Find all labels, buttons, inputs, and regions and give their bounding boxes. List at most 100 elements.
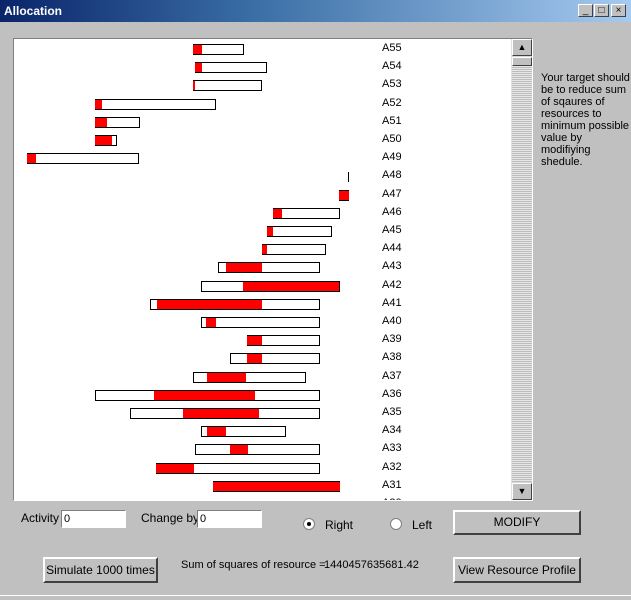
left-radio[interactable] — [390, 518, 402, 530]
activity-bar[interactable] — [213, 480, 340, 492]
sum-value: 1440457635681.42 — [324, 559, 419, 571]
activity-progress — [339, 190, 349, 200]
modify-button[interactable]: MODIFY — [453, 510, 581, 535]
activity-progress — [207, 427, 226, 437]
view-resource-profile-button[interactable]: View Resource Profile — [453, 557, 581, 583]
activity-label: A53 — [382, 78, 402, 91]
activity-label: A54 — [382, 60, 402, 73]
change-by-input[interactable] — [197, 510, 262, 528]
activity-bar[interactable] — [201, 317, 320, 328]
right-radio[interactable] — [303, 518, 315, 530]
activity-progress — [157, 299, 262, 309]
instruction-note: Your target should be to reduce sum of s… — [541, 72, 630, 168]
activity-bar[interactable] — [230, 353, 320, 365]
activity-progress — [193, 45, 202, 54]
activity-progress — [95, 136, 112, 145]
activity-label: A33 — [382, 442, 402, 455]
activity-progress — [247, 354, 262, 364]
activity-label: A51 — [382, 114, 402, 127]
activity-label: A50 — [382, 133, 402, 145]
activity-bar[interactable] — [193, 80, 262, 92]
scroll-down-icon[interactable]: ▼ — [512, 483, 532, 500]
activity-progress — [206, 318, 216, 327]
activity-progress — [193, 81, 195, 91]
activity-progress — [213, 481, 340, 491]
activity-label: A52 — [382, 96, 402, 109]
activity-label: A45 — [382, 224, 402, 236]
activity-bar[interactable] — [95, 116, 140, 128]
activity-label: A55 — [382, 42, 402, 54]
gantt-chart: A55 A54 A53 A52 A51 A50 A49 A48 A47 A46 A45 A44 A43 A… — [14, 39, 510, 500]
activity-label: A40 — [382, 315, 402, 327]
activity-progress — [156, 463, 194, 473]
activity-label: A30 — [382, 497, 402, 500]
activity-bar[interactable] — [193, 44, 244, 55]
activity-bar[interactable] — [193, 371, 306, 383]
activity-label: A42 — [382, 278, 402, 291]
scroll-thumb[interactable] — [512, 57, 532, 66]
activity-label: A48 — [382, 169, 402, 182]
activity-progress — [243, 281, 339, 291]
activity-label: A47 — [382, 187, 402, 200]
activity-bar[interactable] — [95, 389, 320, 401]
activity-bar[interactable] — [130, 408, 320, 419]
activity-progress — [226, 263, 262, 273]
activity-bar[interactable] — [201, 280, 340, 292]
activity-progress — [273, 208, 282, 218]
activity-progress — [207, 372, 246, 382]
activity-marker — [348, 172, 349, 183]
activity-bar[interactable] — [218, 262, 320, 274]
window-title: Allocation — [4, 4, 63, 18]
activity-bar[interactable] — [195, 444, 320, 456]
activity-bar[interactable] — [156, 462, 320, 474]
vertical-scrollbar[interactable]: ▲ ▼ — [511, 39, 532, 500]
activity-progress — [262, 245, 267, 255]
activity-progress — [267, 227, 273, 236]
scroll-up-icon[interactable]: ▲ — [512, 39, 532, 56]
activity-label: A39 — [382, 333, 402, 346]
activity-progress — [95, 117, 107, 127]
activity-bar[interactable] — [247, 335, 320, 347]
close-button[interactable]: × — [611, 4, 626, 17]
activity-label: A34 — [382, 424, 402, 437]
activity-bar[interactable] — [339, 189, 349, 201]
activity-label: A44 — [382, 242, 402, 255]
activity-input[interactable] — [61, 510, 126, 528]
minimize-button[interactable]: _ — [578, 4, 593, 17]
activity-progress — [183, 409, 259, 418]
activity-label: A49 — [382, 151, 402, 164]
gantt-panel: A55 A54 A53 A52 A51 A50 A49 A48 A47 A46 A45 A44 A43 A… — [13, 38, 533, 501]
activity-label: A32 — [382, 460, 402, 473]
activity-bar[interactable] — [273, 207, 340, 219]
activity-bar[interactable] — [195, 62, 267, 74]
right-label: Right — [325, 518, 354, 532]
status-strip — [0, 595, 631, 600]
change-by-label: Change by — [141, 511, 200, 525]
activity-label: A43 — [382, 260, 402, 273]
radio-selected-dot — [307, 522, 311, 526]
activity-label: A41 — [382, 296, 402, 309]
activity-bar[interactable] — [201, 426, 286, 438]
activity-progress — [247, 336, 262, 346]
activity-label: A36 — [382, 387, 402, 400]
activity-progress — [154, 390, 255, 400]
left-label: Left — [412, 518, 433, 532]
title-bar: Allocation _ □ × — [0, 0, 631, 22]
simulate-button[interactable]: Simulate 1000 times — [43, 557, 158, 583]
activity-label: A35 — [382, 406, 402, 418]
activity-bar[interactable] — [27, 153, 139, 165]
activity-progress — [27, 154, 36, 164]
activity-bar[interactable] — [150, 298, 320, 310]
activity-bar[interactable] — [95, 98, 216, 110]
activity-label: A46 — [382, 205, 402, 218]
maximize-button[interactable]: □ — [594, 4, 609, 17]
sum-label: Sum of squares of resource = — [181, 559, 326, 571]
scroll-track[interactable] — [512, 57, 532, 482]
activity-bar[interactable] — [267, 226, 332, 237]
activity-progress — [95, 99, 102, 109]
activity-bar[interactable] — [262, 244, 326, 256]
activity-bar[interactable] — [95, 135, 117, 146]
activity-label: A37 — [382, 369, 402, 382]
activity-label: A31 — [382, 478, 402, 491]
activity-label: Activity — [21, 511, 60, 525]
